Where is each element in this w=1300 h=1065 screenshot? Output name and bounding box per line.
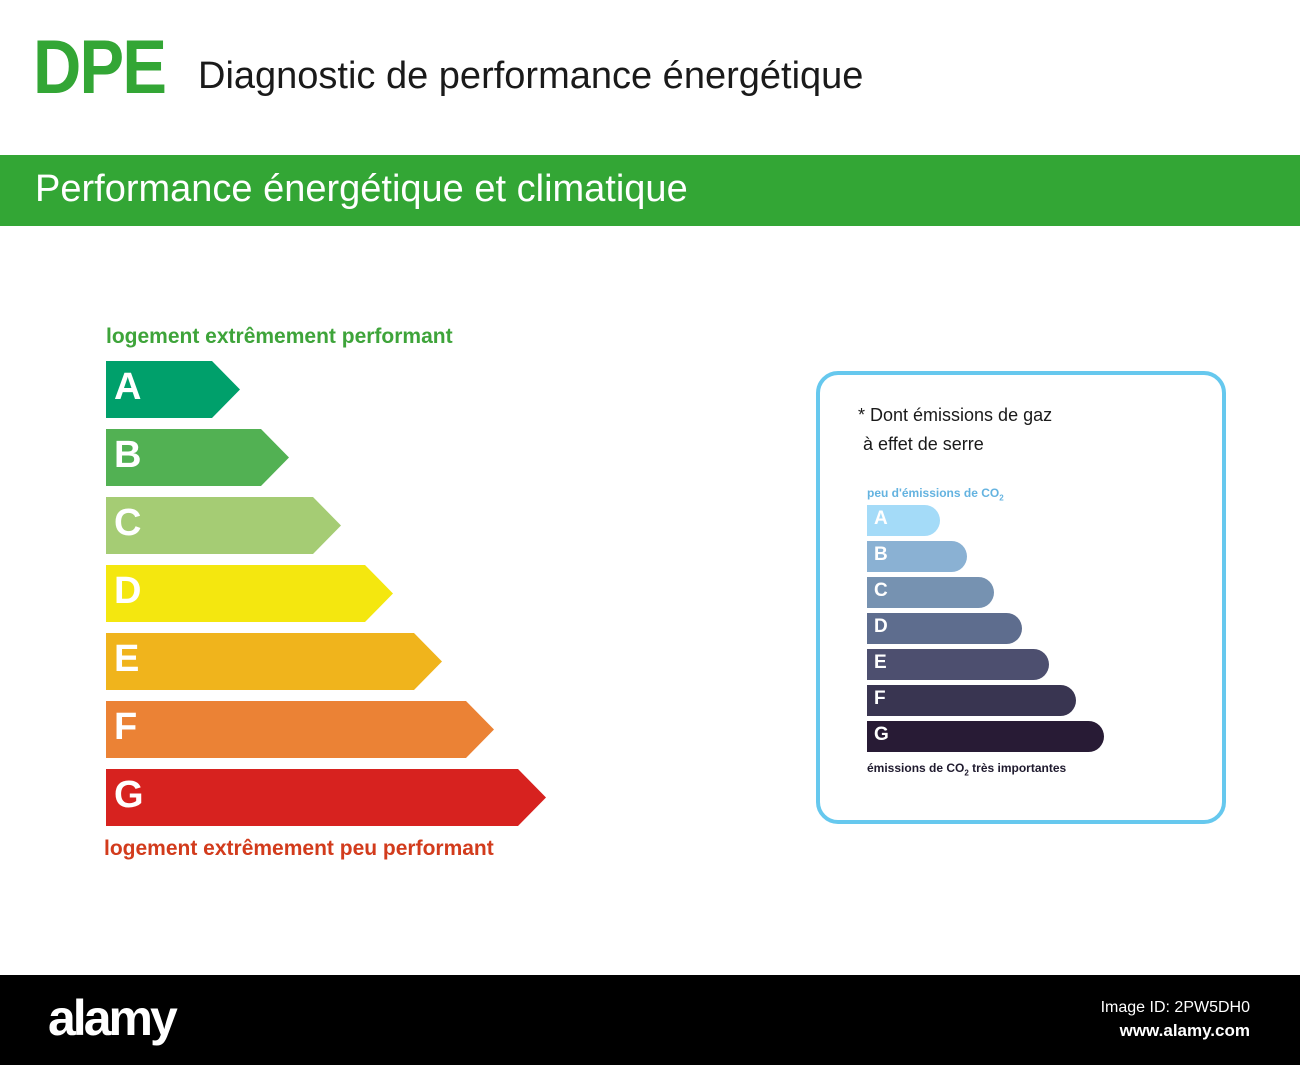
ghg-bottom-label-subscript: 2 bbox=[964, 768, 969, 778]
ghg-class-letter: C bbox=[874, 580, 888, 601]
energy-class-letter: C bbox=[114, 502, 142, 544]
energy-class-letter: E bbox=[114, 638, 140, 680]
energy-class-c: C bbox=[106, 497, 341, 554]
energy-class-b: B bbox=[106, 429, 289, 486]
ghg-bottom-label-text: émissions de CO bbox=[867, 761, 965, 775]
ghg-emissions-panel: * Dont émissions de gaz à effet de serre… bbox=[816, 371, 1226, 824]
ghg-class-letter: B bbox=[874, 544, 888, 565]
energy-scale-bottom-label: logement extrêmement peu performant bbox=[104, 837, 494, 860]
ghg-scale-top-label: peu d'émissions de CO2 bbox=[867, 486, 1004, 502]
ghg-class-letter: F bbox=[874, 688, 886, 709]
ghg-class-letter: A bbox=[874, 508, 888, 529]
ghg-class-letter: G bbox=[874, 724, 889, 745]
ghg-top-label-text: peu d'émissions de CO bbox=[867, 486, 1000, 500]
ghg-class-letter: D bbox=[874, 616, 888, 637]
ghg-class-letter: E bbox=[874, 652, 887, 673]
ghg-top-label-subscript: 2 bbox=[999, 493, 1004, 503]
energy-class-letter: A bbox=[114, 366, 142, 408]
energy-scale-top-label: logement extrêmement performant bbox=[106, 325, 453, 348]
ghg-note: * Dont émissions de gaz à effet de serre bbox=[858, 405, 1053, 454]
brand-logo: alamy bbox=[48, 990, 178, 1046]
ghg-class-c: C bbox=[867, 577, 994, 608]
footer: alamy Image ID: 2PW5DH0 www.alamy.com bbox=[0, 975, 1300, 1065]
energy-class-e: E bbox=[106, 633, 442, 690]
energy-class-g: G bbox=[106, 769, 546, 826]
website-link: www.alamy.com bbox=[1119, 1021, 1250, 1040]
energy-class-letter: D bbox=[114, 570, 142, 612]
page-title: Diagnostic de performance énergétique bbox=[198, 55, 864, 97]
energy-class-letter: G bbox=[114, 774, 144, 816]
ghg-class-b: B bbox=[867, 541, 967, 572]
energy-class-d: D bbox=[106, 565, 393, 622]
section-banner: Performance énergétique et climatique bbox=[0, 155, 1300, 226]
section-title: Performance énergétique et climatique bbox=[35, 168, 688, 210]
image-id: Image ID: 2PW5DH0 bbox=[1100, 999, 1250, 1016]
energy-class-letter: B bbox=[114, 434, 142, 476]
energy-class-letter: F bbox=[114, 706, 138, 748]
energy-class-f: F bbox=[106, 701, 494, 758]
ghg-class-e: E bbox=[867, 649, 1049, 680]
ghg-bottom-label-suffix: très importantes bbox=[968, 761, 1067, 775]
dpe-logo: DPE bbox=[33, 25, 167, 110]
ghg-class-f: F bbox=[867, 685, 1076, 716]
ghg-class-d: D bbox=[867, 613, 1022, 644]
ghg-class-g: G bbox=[867, 721, 1104, 752]
ghg-class-a: A bbox=[867, 505, 940, 536]
energy-class-a: A bbox=[106, 361, 240, 418]
header: DPE Diagnostic de performance énergétiqu… bbox=[0, 0, 1300, 155]
ghg-scale-bottom-label: émissions de CO2 très importantes bbox=[867, 761, 1066, 777]
